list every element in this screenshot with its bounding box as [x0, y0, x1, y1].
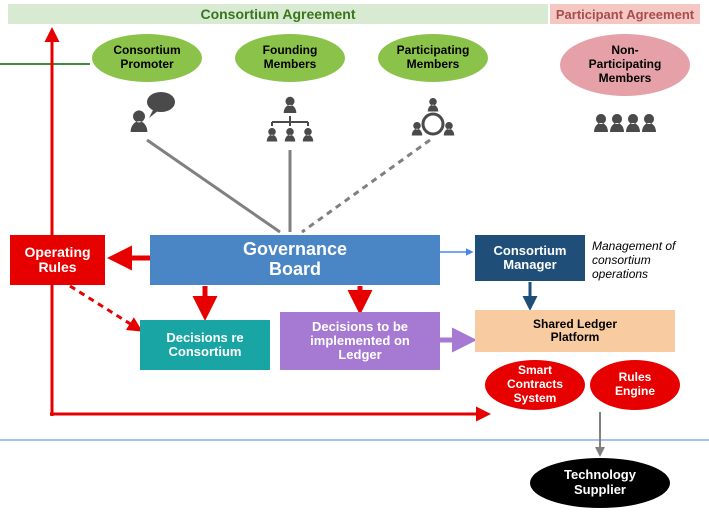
box-decisions-consortium: Decisions reConsortium: [140, 320, 270, 370]
ellipse-smart-contracts: SmartContractsSystem: [485, 360, 585, 410]
band-consortium-agreement: Consortium Agreement: [8, 4, 548, 24]
ellipse-promoter-label: ConsortiumPromoter: [113, 44, 180, 72]
box-decisionsL-label: Decisions to beimplemented onLedger: [310, 320, 410, 363]
ellipse-founding: FoundingMembers: [235, 34, 345, 82]
ellipse-participating-label: ParticipatingMembers: [397, 44, 470, 72]
box-operating-label: OperatingRules: [24, 245, 90, 276]
label-management-text: Management ofconsortiumoperations: [592, 239, 675, 281]
box-governance-board: GovernanceBoard: [150, 235, 440, 285]
ellipse-rules-label: RulesEngine: [615, 371, 655, 399]
box-shared-ledger: Shared LedgerPlatform: [475, 310, 675, 352]
ellipse-participating: ParticipatingMembers: [378, 34, 488, 82]
ellipse-nonparticipating: Non-ParticipatingMembers: [560, 34, 690, 96]
ellipse-founding-label: FoundingMembers: [263, 44, 318, 72]
band-consortium-text: Consortium Agreement: [200, 6, 355, 22]
band-participant-agreement: Participant Agreement: [550, 4, 700, 24]
ellipse-tech-label: TechnologySupplier: [564, 468, 636, 498]
ellipse-nonparticipating-label: Non-ParticipatingMembers: [589, 44, 662, 85]
box-decisions-ledger: Decisions to beimplemented onLedger: [280, 312, 440, 370]
box-consortium-manager: ConsortiumManager: [475, 235, 585, 281]
ellipse-rules-engine: RulesEngine: [590, 360, 680, 410]
ellipse-technology-supplier: TechnologySupplier: [530, 458, 670, 508]
box-govboard-label: GovernanceBoard: [243, 240, 347, 280]
box-cmanager-label: ConsortiumManager: [494, 244, 567, 273]
band-participant-text: Participant Agreement: [556, 7, 694, 22]
ellipse-promoter: ConsortiumPromoter: [92, 34, 202, 82]
box-decisionsC-label: Decisions reConsortium: [166, 331, 243, 360]
box-shared-label: Shared LedgerPlatform: [533, 318, 617, 344]
box-operating-rules: OperatingRules: [10, 235, 105, 285]
ellipse-smart-label: SmartContractsSystem: [507, 364, 563, 405]
label-management-operations: Management ofconsortiumoperations: [592, 240, 675, 281]
